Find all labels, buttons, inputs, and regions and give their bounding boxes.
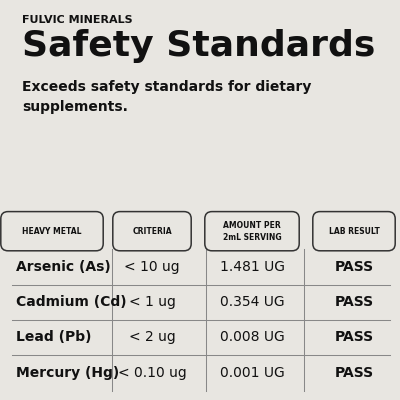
Text: Lead (Pb): Lead (Pb) [16,330,92,344]
Text: < 10 ug: < 10 ug [124,260,180,274]
Text: CRITERIA: CRITERIA [132,227,172,236]
Text: Mercury (Hg): Mercury (Hg) [16,366,119,380]
Text: 0.001 UG: 0.001 UG [220,366,284,380]
Text: Cadmium (Cd): Cadmium (Cd) [16,295,127,309]
Text: HEAVY METAL: HEAVY METAL [22,227,82,236]
Text: < 0.10 ug: < 0.10 ug [118,366,186,380]
FancyBboxPatch shape [205,212,299,251]
FancyBboxPatch shape [113,212,191,251]
Text: FULVIC MINERALS: FULVIC MINERALS [22,15,133,25]
FancyBboxPatch shape [313,212,395,251]
Text: PASS: PASS [334,295,374,309]
Text: AMOUNT PER
2mL SERVING: AMOUNT PER 2mL SERVING [223,221,281,242]
Text: 0.008 UG: 0.008 UG [220,330,284,344]
Text: < 1 ug: < 1 ug [128,295,176,309]
Text: Exceeds safety standards for dietary
supplements.: Exceeds safety standards for dietary sup… [22,80,311,114]
Text: < 2 ug: < 2 ug [129,330,175,344]
Text: PASS: PASS [334,260,374,274]
FancyBboxPatch shape [1,212,103,251]
Text: Arsenic (As): Arsenic (As) [16,260,111,274]
Text: PASS: PASS [334,330,374,344]
Text: Safety Standards: Safety Standards [22,29,375,63]
Text: PASS: PASS [334,366,374,380]
Text: 1.481 UG: 1.481 UG [220,260,284,274]
Text: LAB RESULT: LAB RESULT [328,227,380,236]
Text: 0.354 UG: 0.354 UG [220,295,284,309]
